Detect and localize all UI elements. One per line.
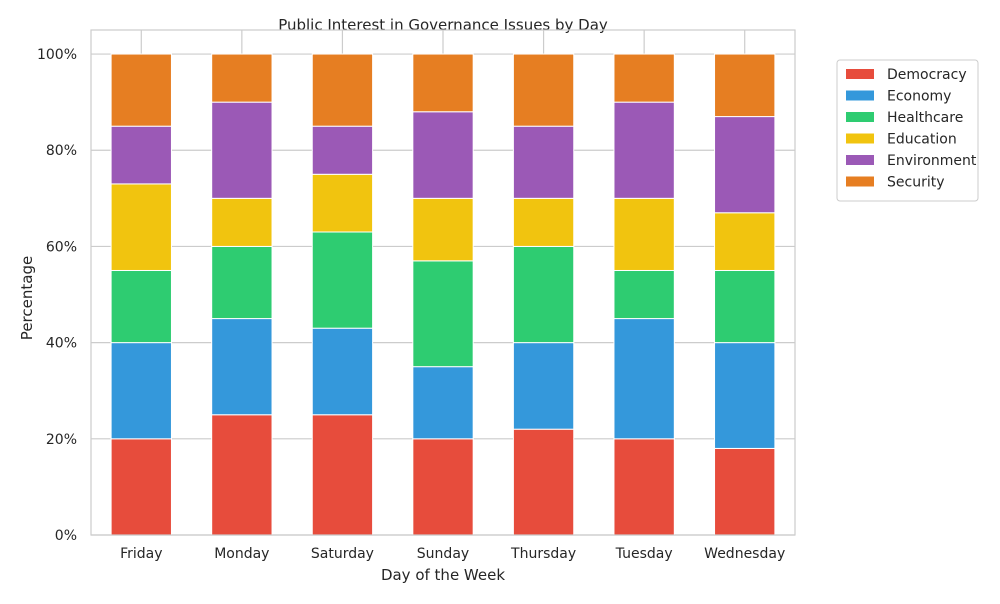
bar-segment-democracy <box>311 414 374 536</box>
plot-frame <box>90 29 796 536</box>
y-tick-label: 100% <box>37 47 77 63</box>
legend: Democracy Economy Healthcare Education Envir… <box>836 59 979 202</box>
x-tick-label: Saturday <box>311 546 374 562</box>
bar-segment-healthcare <box>211 245 273 320</box>
x-tick-label: Sunday <box>417 546 469 562</box>
legend-swatch <box>846 90 874 101</box>
legend-label: Environment <box>887 153 977 169</box>
x-axis-ticks: Friday Monday Saturday Sunday Thursday Tuesda… <box>120 546 785 562</box>
x-tick-label: Wednesday <box>704 546 785 562</box>
bars <box>110 53 776 536</box>
bar-segment-economy <box>110 342 172 440</box>
bar-segment-security <box>714 53 776 118</box>
bar-segment-security <box>110 53 172 127</box>
bar-segment-security <box>512 53 575 127</box>
legend-swatch <box>846 133 874 144</box>
bar-segment-environment <box>613 101 675 199</box>
bar-segment-environment <box>412 111 474 199</box>
bar-segment-democracy <box>211 414 273 536</box>
legend-label: Security <box>887 175 945 191</box>
y-axis-ticks: 0% 20% 40% 60% 80% 100% <box>37 47 77 544</box>
x-tick-label: Monday <box>214 546 269 562</box>
y-axis-label: Percentage <box>18 256 36 340</box>
bar-segment-democracy <box>512 428 575 536</box>
bar-segment-environment <box>714 116 776 214</box>
bar-segment-democracy <box>714 447 776 536</box>
bar-segment-healthcare <box>311 231 374 329</box>
legend-label: Healthcare <box>887 110 963 126</box>
bar-segment-environment <box>512 125 575 199</box>
bar-segment-healthcare <box>714 269 776 344</box>
bar-segment-security <box>211 53 273 103</box>
bar-segment-economy <box>311 327 374 416</box>
legend-label: Democracy <box>887 67 967 83</box>
bar-segment-healthcare <box>412 260 474 368</box>
bar-segment-economy <box>412 366 474 440</box>
bar-segment-security <box>311 53 374 127</box>
bar-segment-economy <box>512 342 575 430</box>
bar-segment-democracy <box>613 438 675 536</box>
legend-label: Economy <box>887 89 951 105</box>
bar-segment-environment <box>211 101 273 199</box>
x-axis-label: Day of the Week <box>381 566 505 584</box>
legend-swatch <box>846 69 874 79</box>
bar-segment-healthcare <box>613 269 675 320</box>
bar-segment-economy <box>613 318 675 440</box>
legend-label: Education <box>887 132 957 148</box>
x-tick-label: Friday <box>120 546 162 562</box>
bar-segment-democracy <box>110 438 172 536</box>
bar-segment-education <box>613 197 675 271</box>
bar-segment-education <box>714 212 776 271</box>
legend-swatch <box>846 155 874 165</box>
bar-segment-economy <box>211 318 273 416</box>
bar-segment-security <box>412 53 474 113</box>
bar-segment-education <box>211 197 273 247</box>
legend-swatch <box>846 176 874 187</box>
bar-segment-environment <box>110 125 172 185</box>
bar-segment-economy <box>714 342 776 449</box>
bar-segment-education <box>512 197 575 247</box>
bar-segment-education <box>412 197 474 262</box>
bar-segment-democracy <box>412 438 474 536</box>
bar-segment-healthcare <box>512 245 575 344</box>
x-tick-label: Tuesday <box>615 546 673 562</box>
bar-segment-security <box>613 53 675 103</box>
y-tick-label: 80% <box>46 143 77 159</box>
y-tick-label: 20% <box>46 432 77 448</box>
bar-segment-environment <box>311 125 374 175</box>
bar-segment-healthcare <box>110 269 172 344</box>
x-tick-label: Thursday <box>510 546 576 562</box>
y-tick-label: 0% <box>55 528 77 544</box>
y-tick-label: 40% <box>46 336 77 352</box>
y-tick-label: 60% <box>46 239 77 255</box>
bar-segment-education <box>110 183 172 271</box>
legend-swatch <box>846 112 874 122</box>
bar-segment-education <box>311 173 374 233</box>
